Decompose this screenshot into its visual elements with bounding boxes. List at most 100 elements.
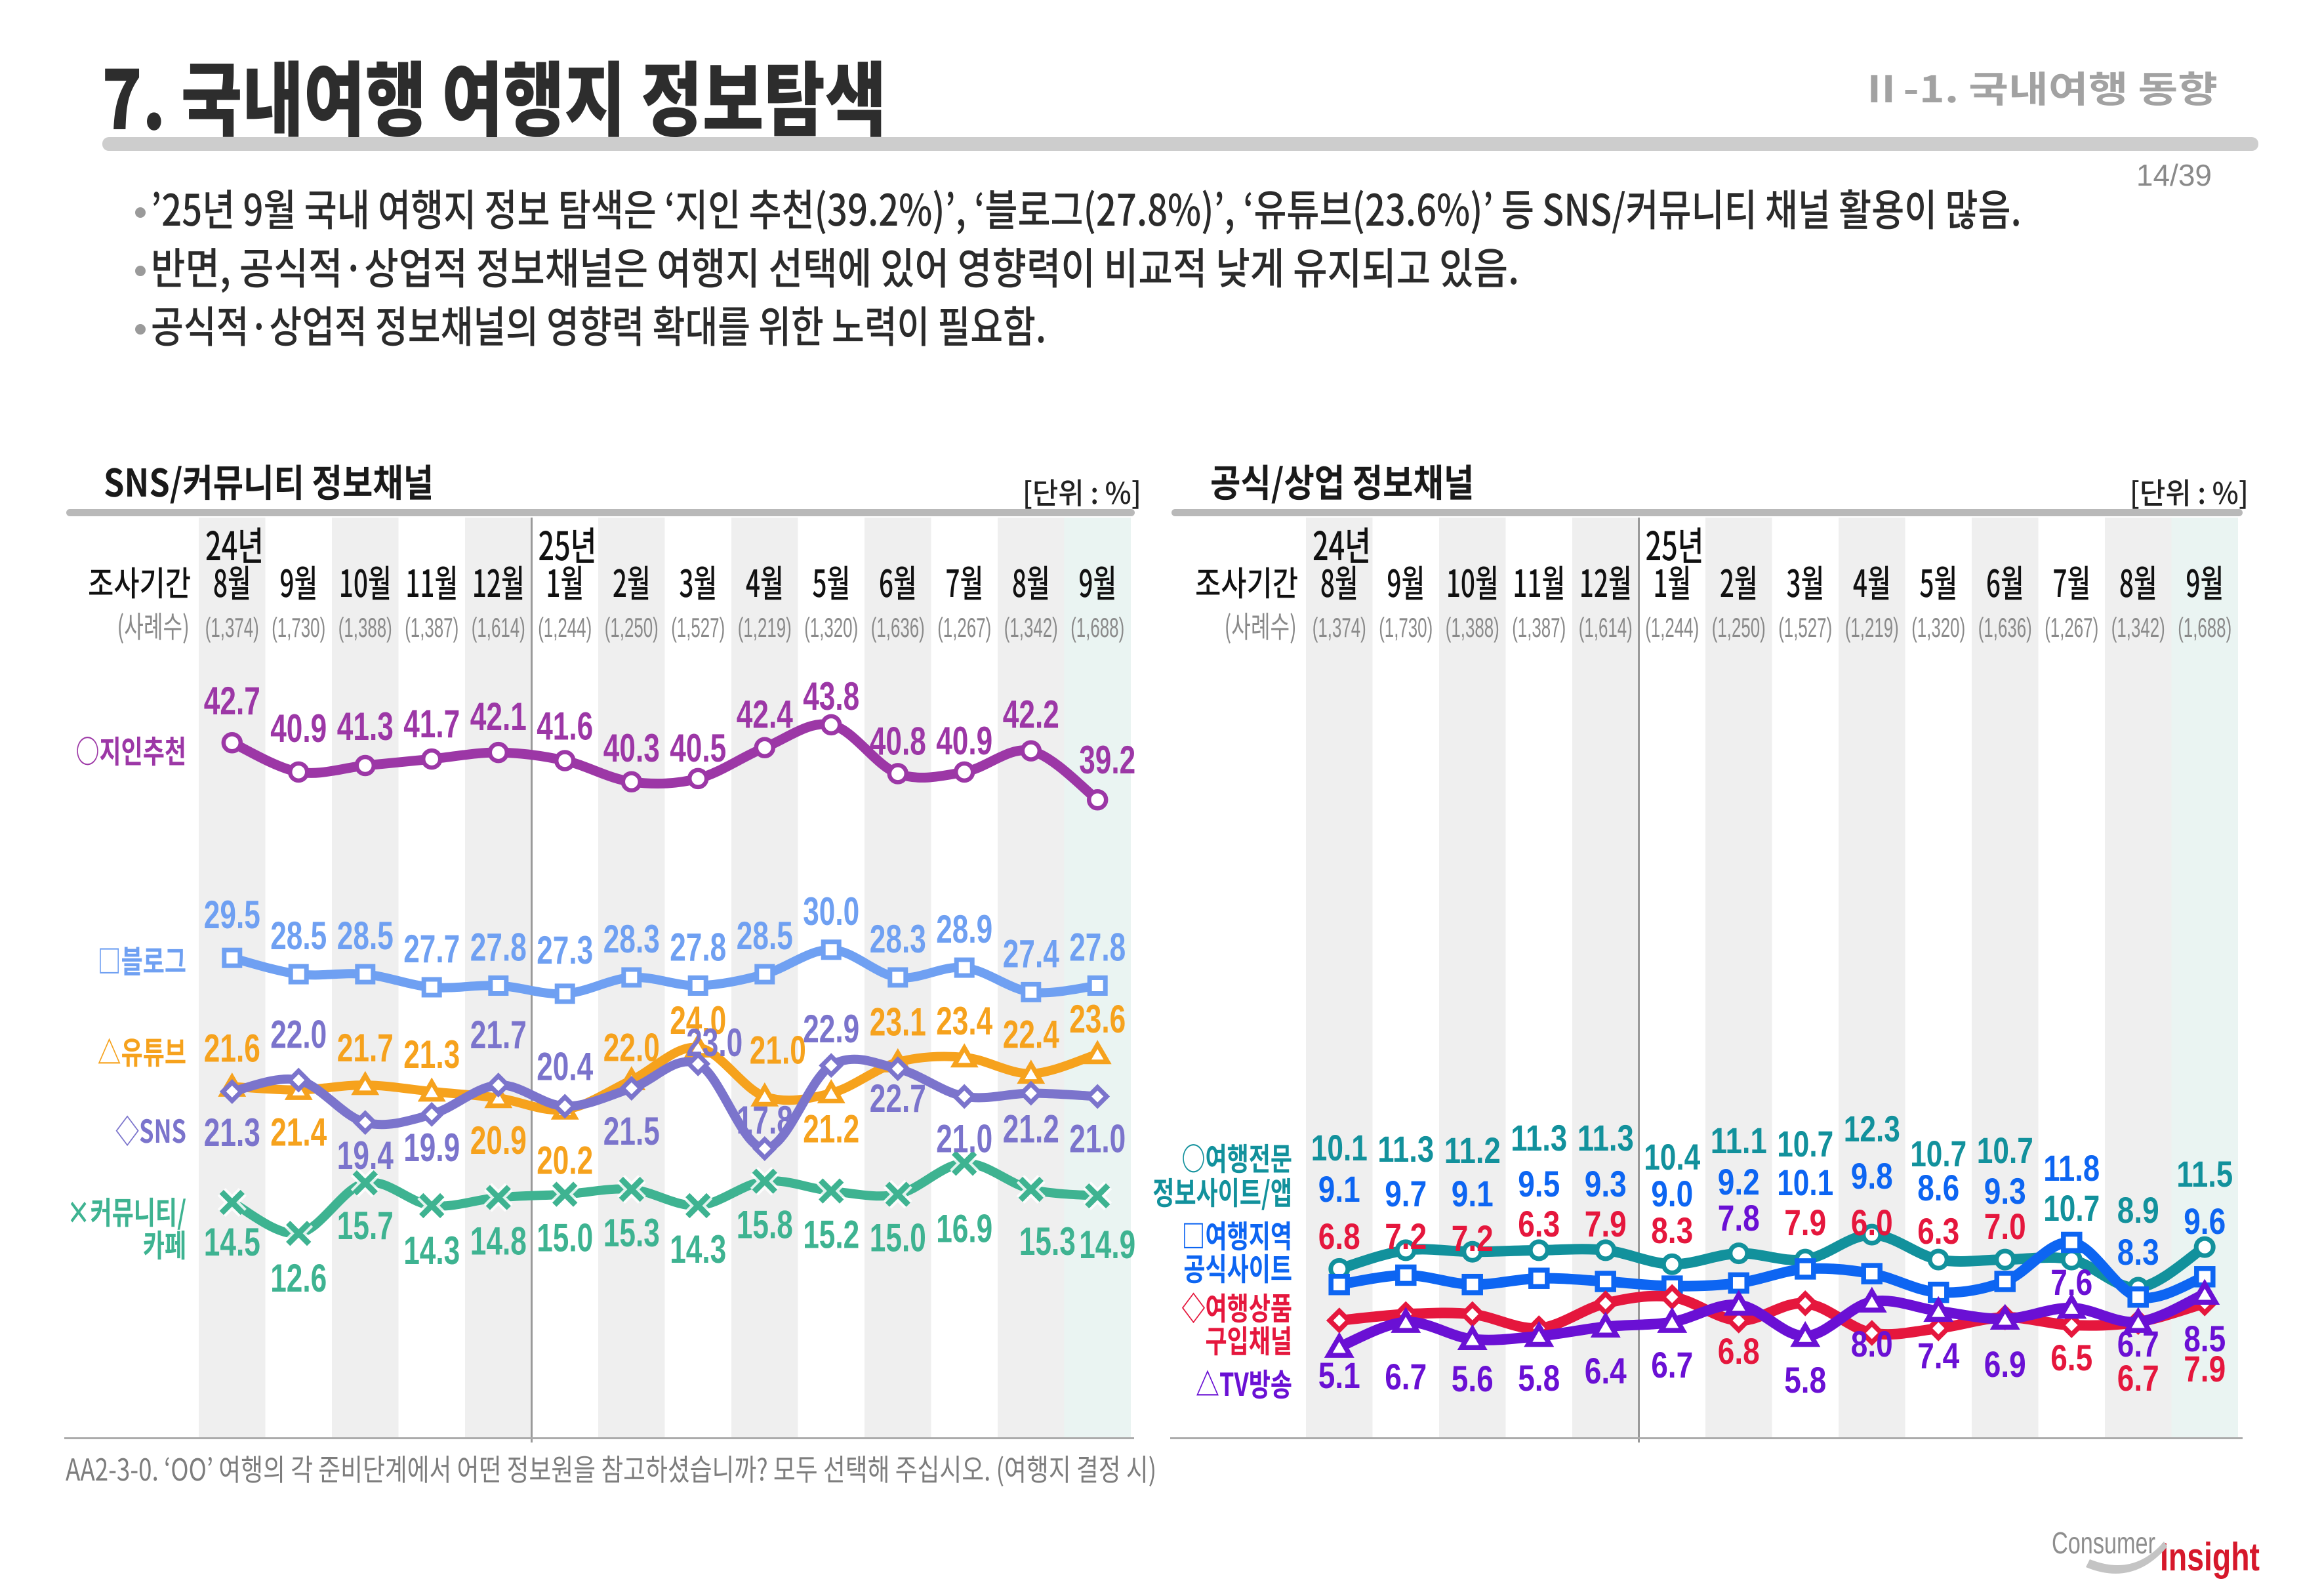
svg-text:27.8: 27.8 xyxy=(1069,926,1126,970)
svg-text:7.4: 7.4 xyxy=(1917,1335,1959,1376)
svg-text:6.8: 6.8 xyxy=(1318,1216,1360,1257)
svg-text:10.4: 10.4 xyxy=(1644,1136,1700,1177)
svg-text:(1,267): (1,267) xyxy=(937,612,991,643)
svg-text:(1,388): (1,388) xyxy=(338,612,392,643)
svg-text:11.1: 11.1 xyxy=(1711,1120,1767,1161)
svg-text:21.0: 21.0 xyxy=(1069,1117,1126,1161)
svg-text:5.8: 5.8 xyxy=(1518,1357,1560,1399)
svg-text:7.0: 7.0 xyxy=(1984,1206,2026,1247)
svg-text:6.7: 6.7 xyxy=(1385,1356,1427,1397)
svg-text:42.4: 42.4 xyxy=(737,693,793,737)
svg-text:9.0: 9.0 xyxy=(1651,1173,1693,1214)
svg-text:12.3: 12.3 xyxy=(1844,1108,1900,1149)
svg-text:10.7: 10.7 xyxy=(1977,1130,2033,1171)
svg-text:39.2: 39.2 xyxy=(1079,738,1135,782)
svg-text:40.5: 40.5 xyxy=(670,726,726,770)
svg-text:9.5: 9.5 xyxy=(1518,1163,1560,1204)
svg-text:(1,244): (1,244) xyxy=(1645,612,1699,643)
svg-text:14.3: 14.3 xyxy=(403,1229,460,1273)
svg-text:14.8: 14.8 xyxy=(470,1219,527,1263)
svg-text:28.3: 28.3 xyxy=(870,917,926,961)
svg-text:15.2: 15.2 xyxy=(803,1213,859,1257)
svg-text:7.2: 7.2 xyxy=(1452,1217,1494,1259)
svg-text:10.7: 10.7 xyxy=(1910,1133,1966,1174)
svg-text:(1,342): (1,342) xyxy=(1004,612,1058,643)
svg-text:(1,614): (1,614) xyxy=(1579,612,1633,643)
svg-text:9.8: 9.8 xyxy=(1851,1155,1893,1197)
svg-text:6.5: 6.5 xyxy=(2050,1337,2092,1378)
svg-text:40.8: 40.8 xyxy=(870,719,926,763)
svg-text:(1,636): (1,636) xyxy=(1978,612,2032,643)
svg-text:20.4: 20.4 xyxy=(537,1044,593,1088)
svg-text:10.1: 10.1 xyxy=(1777,1162,1833,1203)
svg-text:9.1: 9.1 xyxy=(1318,1168,1360,1210)
svg-text:21.0: 21.0 xyxy=(936,1117,992,1161)
svg-text:6.9: 6.9 xyxy=(1984,1343,2026,1385)
svg-text:21.7: 21.7 xyxy=(337,1026,394,1070)
svg-text:40.9: 40.9 xyxy=(270,706,327,750)
svg-text:6.7: 6.7 xyxy=(1651,1344,1693,1385)
svg-text:(1,320): (1,320) xyxy=(804,612,858,643)
svg-text:9.3: 9.3 xyxy=(1984,1170,2026,1212)
svg-text:6.3: 6.3 xyxy=(1518,1203,1560,1244)
svg-text:15.3: 15.3 xyxy=(1019,1219,1076,1263)
svg-text:43.8: 43.8 xyxy=(803,674,859,718)
svg-text:(1,527): (1,527) xyxy=(671,612,725,643)
svg-text:(1,730): (1,730) xyxy=(1379,612,1433,643)
svg-text:21.6: 21.6 xyxy=(204,1027,260,1071)
svg-text:(1,688): (1,688) xyxy=(2178,612,2231,643)
svg-text:7.9: 7.9 xyxy=(2184,1348,2226,1389)
svg-text:9.7: 9.7 xyxy=(1385,1173,1427,1214)
svg-text:14.3: 14.3 xyxy=(670,1227,726,1271)
svg-text:20.9: 20.9 xyxy=(470,1118,527,1162)
svg-text:15.7: 15.7 xyxy=(337,1204,394,1248)
svg-text:7.8: 7.8 xyxy=(1718,1197,1760,1238)
svg-text:42.1: 42.1 xyxy=(470,695,527,739)
svg-text:11.5: 11.5 xyxy=(2176,1153,2233,1195)
svg-text:29.5: 29.5 xyxy=(204,893,260,937)
svg-text:11.3: 11.3 xyxy=(1578,1117,1634,1158)
svg-text:23.0: 23.0 xyxy=(686,1021,743,1065)
svg-text:6.0: 6.0 xyxy=(1851,1202,1893,1243)
svg-text:11.3: 11.3 xyxy=(1377,1128,1434,1170)
svg-text:8.6: 8.6 xyxy=(1917,1167,1959,1208)
svg-text:42.7: 42.7 xyxy=(204,679,260,723)
svg-text:40.3: 40.3 xyxy=(603,726,660,770)
svg-text:15.8: 15.8 xyxy=(737,1203,793,1247)
svg-text:22.0: 22.0 xyxy=(603,1026,660,1070)
svg-text:41.3: 41.3 xyxy=(337,705,394,748)
svg-text:21.2: 21.2 xyxy=(803,1107,859,1151)
svg-text:(1,250): (1,250) xyxy=(1712,612,1766,643)
svg-text:40.9: 40.9 xyxy=(936,719,992,763)
svg-text:21.7: 21.7 xyxy=(470,1013,527,1057)
svg-text:27.4: 27.4 xyxy=(1003,931,1059,975)
svg-text:(1,219): (1,219) xyxy=(738,612,792,643)
svg-text:20.2: 20.2 xyxy=(537,1138,593,1182)
svg-text:9.6: 9.6 xyxy=(2184,1200,2226,1242)
svg-text:(1,244): (1,244) xyxy=(538,612,592,643)
svg-text:19.4: 19.4 xyxy=(337,1134,394,1177)
svg-text:28.3: 28.3 xyxy=(603,917,660,961)
svg-text:41.7: 41.7 xyxy=(403,702,460,746)
svg-text:11.3: 11.3 xyxy=(1511,1117,1567,1158)
svg-text:11.8: 11.8 xyxy=(2043,1147,2100,1189)
svg-text:22.0: 22.0 xyxy=(270,1013,327,1057)
svg-text:(1,388): (1,388) xyxy=(1446,612,1499,643)
svg-text:23.6: 23.6 xyxy=(1069,997,1126,1041)
svg-text:9.3: 9.3 xyxy=(1585,1163,1627,1204)
svg-text:11.2: 11.2 xyxy=(1444,1130,1501,1171)
svg-text:9.1: 9.1 xyxy=(1452,1173,1494,1214)
svg-text:(1,387): (1,387) xyxy=(1512,612,1566,643)
svg-text:16.9: 16.9 xyxy=(936,1206,992,1250)
svg-text:22.7: 22.7 xyxy=(870,1076,926,1120)
svg-text:28.9: 28.9 xyxy=(936,907,992,951)
svg-text:10.1: 10.1 xyxy=(1311,1127,1368,1168)
svg-text:(1,614): (1,614) xyxy=(472,612,525,643)
svg-text:21.0: 21.0 xyxy=(750,1029,806,1073)
svg-text:27.8: 27.8 xyxy=(470,926,527,970)
svg-text:(1,688): (1,688) xyxy=(1070,612,1124,643)
svg-text:7.9: 7.9 xyxy=(1784,1202,1826,1243)
svg-text:5.6: 5.6 xyxy=(1452,1358,1494,1399)
svg-text:15.3: 15.3 xyxy=(603,1211,660,1255)
svg-text:21.3: 21.3 xyxy=(403,1033,460,1076)
